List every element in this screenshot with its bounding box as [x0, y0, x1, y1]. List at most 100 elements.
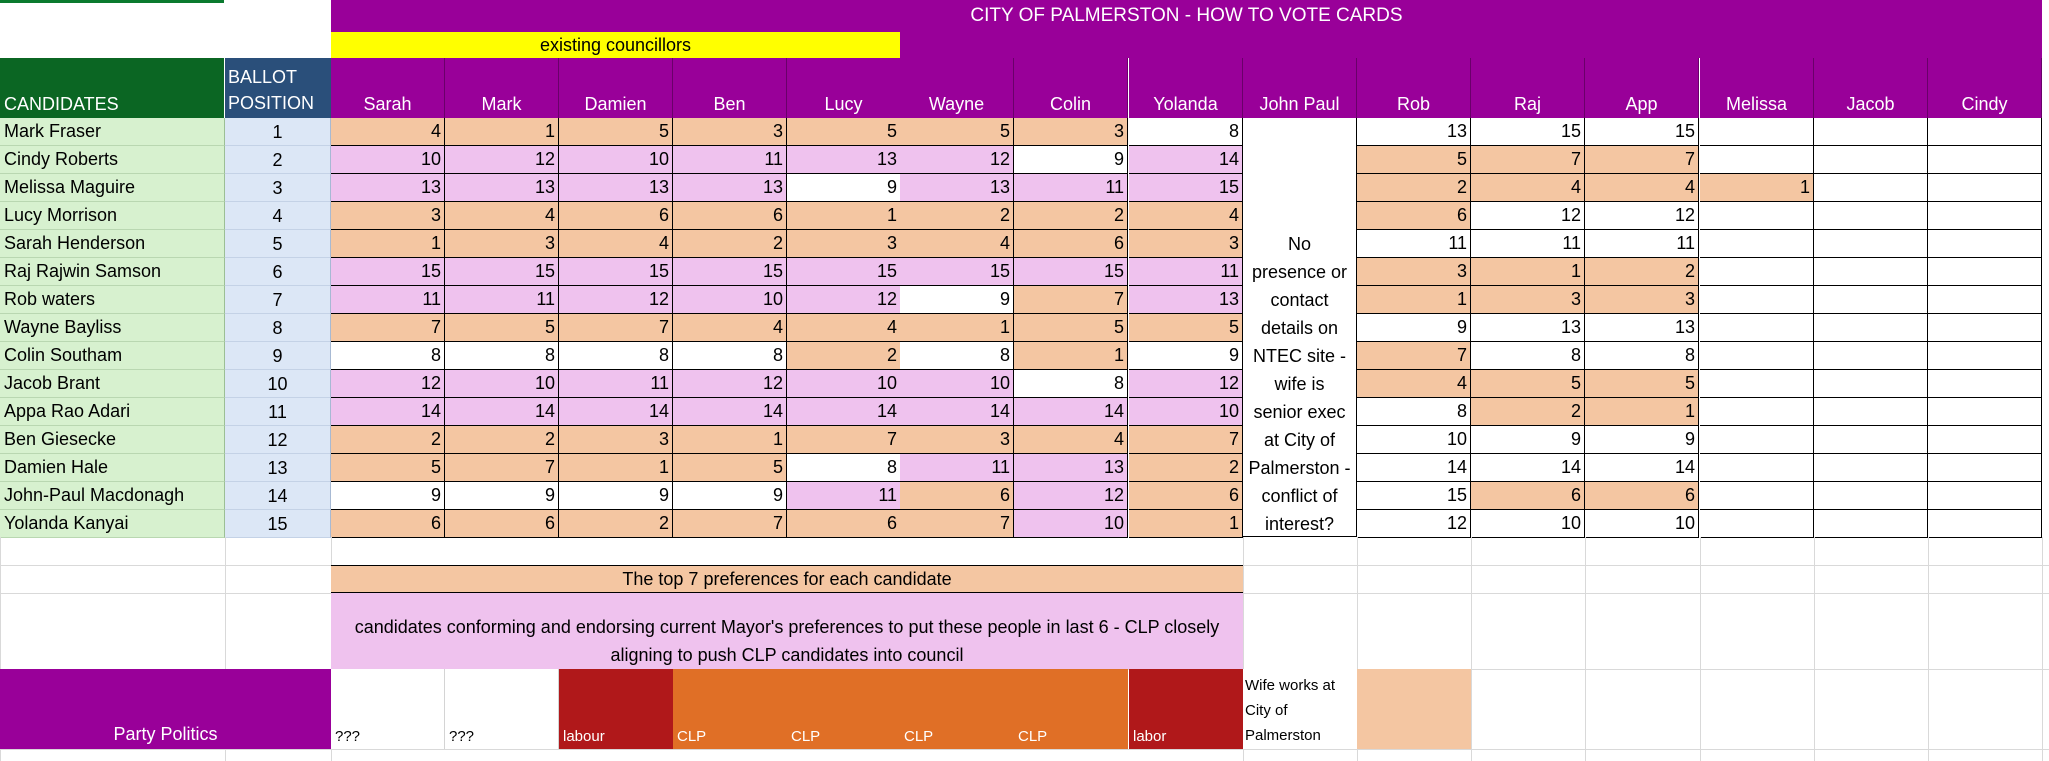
preference-cell[interactable]: 10 [445, 370, 559, 398]
preference-cell[interactable]: 14 [331, 398, 445, 426]
preference-cell[interactable]: 13 [787, 146, 901, 174]
column-header-raj[interactable]: Raj [1471, 58, 1585, 118]
preference-cell[interactable]: 9 [673, 482, 787, 510]
preference-cell[interactable]: 14 [1585, 454, 1699, 482]
preference-cell[interactable]: 6 [1471, 482, 1585, 510]
preference-cell[interactable]: 15 [1014, 258, 1128, 286]
column-header-john-paul[interactable]: John Paul [1243, 58, 1357, 118]
preference-cell[interactable]: 9 [1585, 426, 1699, 454]
ballot-position-cell[interactable]: 11 [225, 398, 331, 426]
ballot-position-cell[interactable]: 5 [225, 230, 331, 258]
preference-cell[interactable] [1814, 510, 1928, 538]
preference-cell[interactable]: 1 [673, 426, 787, 454]
preference-cell[interactable] [1928, 314, 2042, 342]
preference-cell[interactable]: 8 [445, 342, 559, 370]
preference-cell[interactable]: 15 [559, 258, 673, 286]
preference-cell[interactable]: 13 [1585, 314, 1699, 342]
preference-cell[interactable] [1928, 146, 2042, 174]
column-header-lucy[interactable]: Lucy [787, 58, 901, 118]
preference-cell[interactable]: 14 [1357, 454, 1471, 482]
ballot-position-cell[interactable]: 9 [225, 342, 331, 370]
preference-cell[interactable]: 5 [900, 118, 1014, 146]
preference-cell[interactable]: 11 [331, 286, 445, 314]
preference-cell[interactable]: 1 [1014, 342, 1128, 370]
candidate-name-cell[interactable]: Appa Rao Adari [0, 398, 225, 426]
preference-cell[interactable]: 10 [559, 146, 673, 174]
preference-cell[interactable]: 3 [673, 118, 787, 146]
preference-cell[interactable]: 14 [1014, 398, 1128, 426]
preference-cell[interactable]: 8 [900, 342, 1014, 370]
preference-cell[interactable]: 5 [1129, 314, 1243, 342]
candidate-name-cell[interactable]: Sarah Henderson [0, 230, 225, 258]
preference-cell[interactable]: 14 [900, 398, 1014, 426]
preference-cell[interactable]: 11 [787, 482, 901, 510]
peach-swatch-cell[interactable] [1357, 669, 1471, 749]
ballot-position-cell[interactable]: 3 [225, 174, 331, 202]
preference-cell[interactable]: 2 [559, 510, 673, 538]
preference-cell[interactable]: 3 [1585, 286, 1699, 314]
preference-cell[interactable]: 2 [1129, 454, 1243, 482]
preference-cell[interactable]: 14 [445, 398, 559, 426]
preference-cell[interactable]: 2 [1357, 174, 1471, 202]
preference-cell[interactable]: 7 [787, 426, 901, 454]
preference-cell[interactable] [1814, 202, 1928, 230]
preference-cell[interactable] [1814, 482, 1928, 510]
ballot-position-cell[interactable]: 12 [225, 426, 331, 454]
preference-cell[interactable]: 9 [331, 482, 445, 510]
preference-cell[interactable]: 7 [445, 454, 559, 482]
preference-cell[interactable]: 3 [331, 202, 445, 230]
preference-cell[interactable]: 6 [445, 510, 559, 538]
preference-cell[interactable]: 4 [1357, 370, 1471, 398]
preference-cell[interactable]: 15 [1129, 174, 1243, 202]
column-header-colin[interactable]: Colin [1014, 58, 1128, 118]
preference-cell[interactable] [1814, 230, 1928, 258]
preference-cell[interactable]: 15 [331, 258, 445, 286]
preference-cell[interactable]: 8 [673, 342, 787, 370]
preference-cell[interactable]: 1 [1585, 398, 1699, 426]
preference-cell[interactable] [1700, 202, 1814, 230]
party-cell[interactable]: CLP [787, 669, 901, 749]
ballot-position-cell[interactable]: 14 [225, 482, 331, 510]
preference-cell[interactable]: 15 [445, 258, 559, 286]
party-cell[interactable]: ??? [445, 669, 559, 749]
preference-cell[interactable]: 15 [1357, 482, 1471, 510]
preference-cell[interactable]: 15 [900, 258, 1014, 286]
preference-cell[interactable] [1700, 258, 1814, 286]
preference-cell[interactable]: 12 [331, 370, 445, 398]
ballot-position-cell[interactable]: 10 [225, 370, 331, 398]
preference-cell[interactable]: 6 [1129, 482, 1243, 510]
preference-cell[interactable]: 6 [331, 510, 445, 538]
preference-cell[interactable]: 13 [331, 174, 445, 202]
preference-cell[interactable]: 7 [900, 510, 1014, 538]
preference-cell[interactable] [1928, 286, 2042, 314]
preference-cell[interactable]: 1 [559, 454, 673, 482]
preference-cell[interactable]: 6 [1585, 482, 1699, 510]
preference-cell[interactable]: 1 [1129, 510, 1243, 538]
preference-cell[interactable]: 8 [1471, 342, 1585, 370]
ballot-position-cell[interactable]: 6 [225, 258, 331, 286]
preference-cell[interactable]: 1 [1471, 258, 1585, 286]
preference-cell[interactable] [1700, 118, 1814, 146]
preference-cell[interactable]: 3 [1129, 230, 1243, 258]
preference-cell[interactable]: 5 [1014, 314, 1128, 342]
john-paul-note-cell[interactable]: No presence or contact details on NTEC site … [1243, 118, 1357, 537]
candidate-name-cell[interactable]: Melissa Maguire [0, 174, 225, 202]
preference-cell[interactable]: 5 [1471, 370, 1585, 398]
preference-cell[interactable]: 12 [900, 146, 1014, 174]
candidate-name-cell[interactable]: John-Paul Macdonagh [0, 482, 225, 510]
column-header-mark[interactable]: Mark [445, 58, 559, 118]
preference-cell[interactable]: 3 [1471, 286, 1585, 314]
preference-cell[interactable]: 2 [445, 426, 559, 454]
preference-cell[interactable]: 10 [1357, 426, 1471, 454]
preference-cell[interactable]: 9 [1357, 314, 1471, 342]
preference-cell[interactable]: 8 [1585, 342, 1699, 370]
preference-cell[interactable]: 2 [787, 342, 901, 370]
preference-cell[interactable]: 11 [559, 370, 673, 398]
preference-cell[interactable] [1814, 342, 1928, 370]
party-cell[interactable]: CLP [1014, 669, 1128, 749]
preference-cell[interactable]: 4 [673, 314, 787, 342]
preference-cell[interactable]: 13 [445, 174, 559, 202]
preference-cell[interactable]: 10 [673, 286, 787, 314]
preference-cell[interactable]: 4 [1129, 202, 1243, 230]
preference-cell[interactable]: 12 [787, 286, 901, 314]
